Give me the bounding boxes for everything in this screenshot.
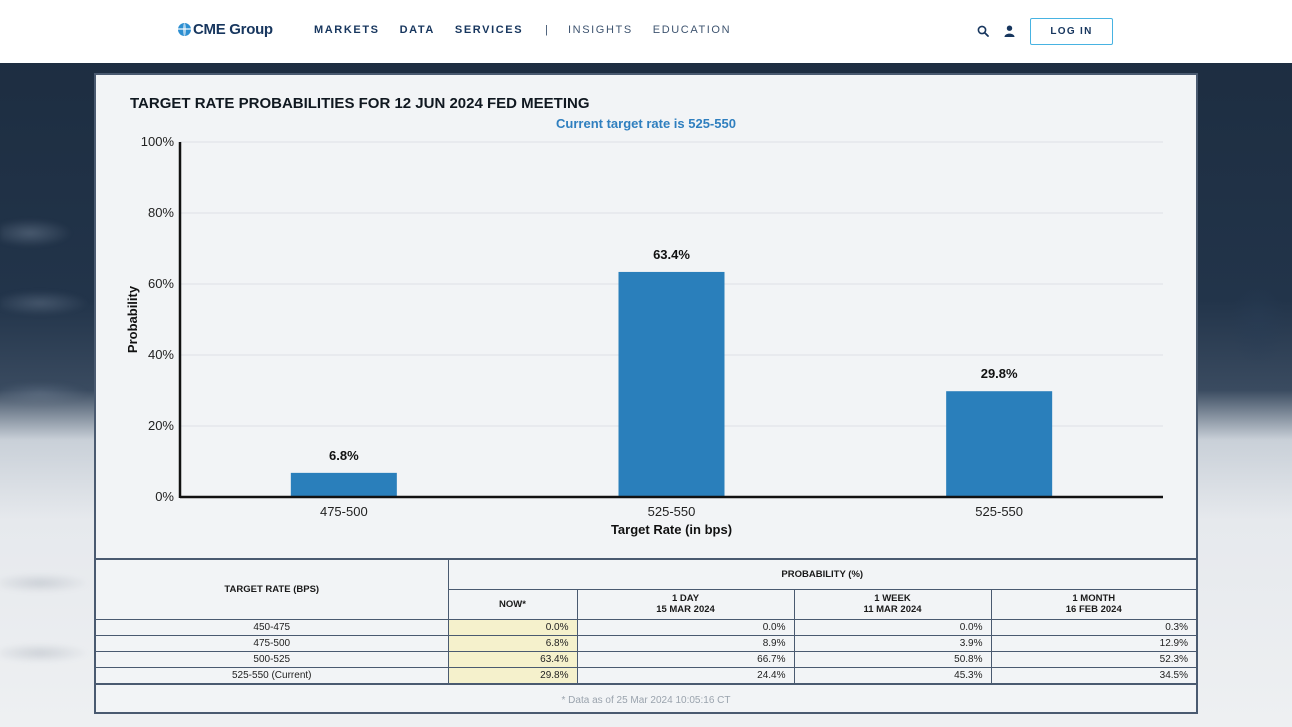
nav-item-services[interactable]: SERVICES bbox=[454, 24, 524, 36]
cell-rate: 475-500 bbox=[96, 634, 449, 652]
bar-data-label: 29.8% bbox=[981, 366, 1018, 381]
x-tick-label: 525-550 bbox=[975, 504, 1023, 519]
background-blur-right bbox=[1198, 63, 1292, 727]
bar bbox=[290, 472, 397, 497]
header-1-week: 1 WEEK 11 MAR 2024 bbox=[793, 588, 992, 620]
nav-item-markets[interactable]: MARKETS bbox=[314, 24, 380, 36]
cell-now: 6.8% bbox=[447, 634, 578, 652]
background-blur-left bbox=[0, 63, 94, 727]
y-tick-label: 0% bbox=[155, 489, 174, 504]
x-axis-title: Target Rate (in bps) bbox=[611, 522, 732, 537]
header-probability: PROBABILITY (%) bbox=[447, 560, 1196, 590]
nav-separator: | bbox=[545, 24, 549, 36]
y-tick-label: 20% bbox=[148, 418, 174, 433]
cell-1-day: 66.7% bbox=[576, 650, 795, 668]
chart-subtitle: Current target rate is 525-550 bbox=[556, 116, 736, 131]
cme-group-logo[interactable]: CME Group bbox=[178, 21, 273, 38]
cell-1-month: 12.9% bbox=[990, 634, 1196, 652]
cell-1-month: 52.3% bbox=[990, 650, 1196, 668]
bar bbox=[618, 271, 725, 497]
cell-1-day: 24.4% bbox=[576, 666, 795, 684]
chart-title: TARGET RATE PROBABILITIES FOR 12 JUN 202… bbox=[130, 95, 590, 112]
x-tick-label: 525-550 bbox=[648, 504, 696, 519]
cell-1-day: 8.9% bbox=[576, 634, 795, 652]
probability-table: TARGET RATE (BPS) PROBABILITY (%) NOW* 1… bbox=[96, 560, 1196, 684]
probability-bar-chart: 0% 20% 40% 60% 80% 100% 6.8% 475-500 63.4% 525-55… bbox=[125, 134, 1163, 537]
cell-1-month: 34.5% bbox=[990, 666, 1196, 684]
nav-item-data[interactable]: DATA bbox=[399, 24, 435, 36]
y-tick-label: 80% bbox=[148, 205, 174, 220]
cell-1-week: 50.8% bbox=[793, 650, 992, 668]
main-nav: MARKETS DATA SERVICES | INSIGHTS EDUCATI… bbox=[314, 24, 751, 36]
footnote-divider bbox=[96, 684, 1196, 685]
header-now-label: NOW* bbox=[499, 598, 526, 610]
cell-1-month: 0.3% bbox=[990, 618, 1196, 636]
cell-rate: 525-550 (Current) bbox=[96, 666, 449, 684]
data-timestamp-footnote: * Data as of 25 Mar 2024 10:05:16 CT bbox=[561, 695, 731, 706]
user-icon[interactable] bbox=[1004, 25, 1015, 37]
cell-1-day: 0.0% bbox=[576, 618, 795, 636]
nav-item-education[interactable]: EDUCATION bbox=[652, 24, 732, 36]
header-1-day-date: 15 MAR 2024 bbox=[656, 604, 715, 615]
fedwatch-panel: TARGET RATE PROBABILITIES FOR 12 JUN 202… bbox=[94, 73, 1198, 714]
header-1-month-label: 1 MONTH bbox=[1072, 593, 1116, 604]
login-button[interactable]: LOG IN bbox=[1030, 18, 1113, 45]
cell-1-week: 3.9% bbox=[793, 634, 992, 652]
table-row: 450-475 0.0% 0.0% 0.0% 0.3% bbox=[96, 618, 1196, 636]
search-icon[interactable] bbox=[977, 25, 989, 37]
y-tick-label: 100% bbox=[141, 134, 175, 149]
header-1-week-date: 11 MAR 2024 bbox=[863, 604, 922, 615]
top-navigation: CME Group MARKETS DATA SERVICES | INSIGH… bbox=[0, 0, 1292, 63]
header-now: NOW* bbox=[448, 588, 578, 620]
header-target-rate: TARGET RATE (BPS) bbox=[96, 560, 449, 620]
cell-rate: 500-525 bbox=[96, 650, 449, 668]
bar-data-label: 6.8% bbox=[329, 448, 359, 463]
y-tick-label: 40% bbox=[148, 347, 174, 362]
chart-area: TARGET RATE PROBABILITIES FOR 12 JUN 202… bbox=[96, 75, 1196, 559]
y-tick-label: 60% bbox=[148, 276, 174, 291]
cell-now: 0.0% bbox=[447, 618, 578, 636]
logo-text: CME Group bbox=[193, 21, 273, 38]
y-axis-title: Probability bbox=[125, 285, 140, 353]
table-row: 525-550 (Current) 29.8% 24.4% 45.3% 34.5… bbox=[96, 666, 1196, 684]
cell-1-week: 45.3% bbox=[793, 666, 992, 684]
x-tick-label: 475-500 bbox=[320, 504, 368, 519]
bar bbox=[946, 391, 1053, 497]
nav-item-insights[interactable]: INSIGHTS bbox=[568, 24, 633, 36]
header-1-week-label: 1 WEEK bbox=[874, 593, 911, 604]
bar-data-label: 63.4% bbox=[653, 247, 690, 262]
header-1-day: 1 DAY 15 MAR 2024 bbox=[576, 588, 795, 620]
cell-now: 29.8% bbox=[447, 666, 578, 684]
header-1-month-date: 16 FEB 2024 bbox=[1065, 604, 1122, 615]
table-row: 500-525 63.4% 66.7% 50.8% 52.3% bbox=[96, 650, 1196, 668]
table-row: 475-500 6.8% 8.9% 3.9% 12.9% bbox=[96, 634, 1196, 652]
chart-table-divider bbox=[96, 558, 1196, 560]
cell-1-week: 0.0% bbox=[793, 618, 992, 636]
cell-rate: 450-475 bbox=[96, 618, 449, 636]
header-1-day-label: 1 DAY bbox=[671, 593, 700, 604]
cell-now: 63.4% bbox=[447, 650, 578, 668]
globe-icon bbox=[178, 23, 191, 36]
header-1-month: 1 MONTH 16 FEB 2024 bbox=[990, 588, 1196, 620]
